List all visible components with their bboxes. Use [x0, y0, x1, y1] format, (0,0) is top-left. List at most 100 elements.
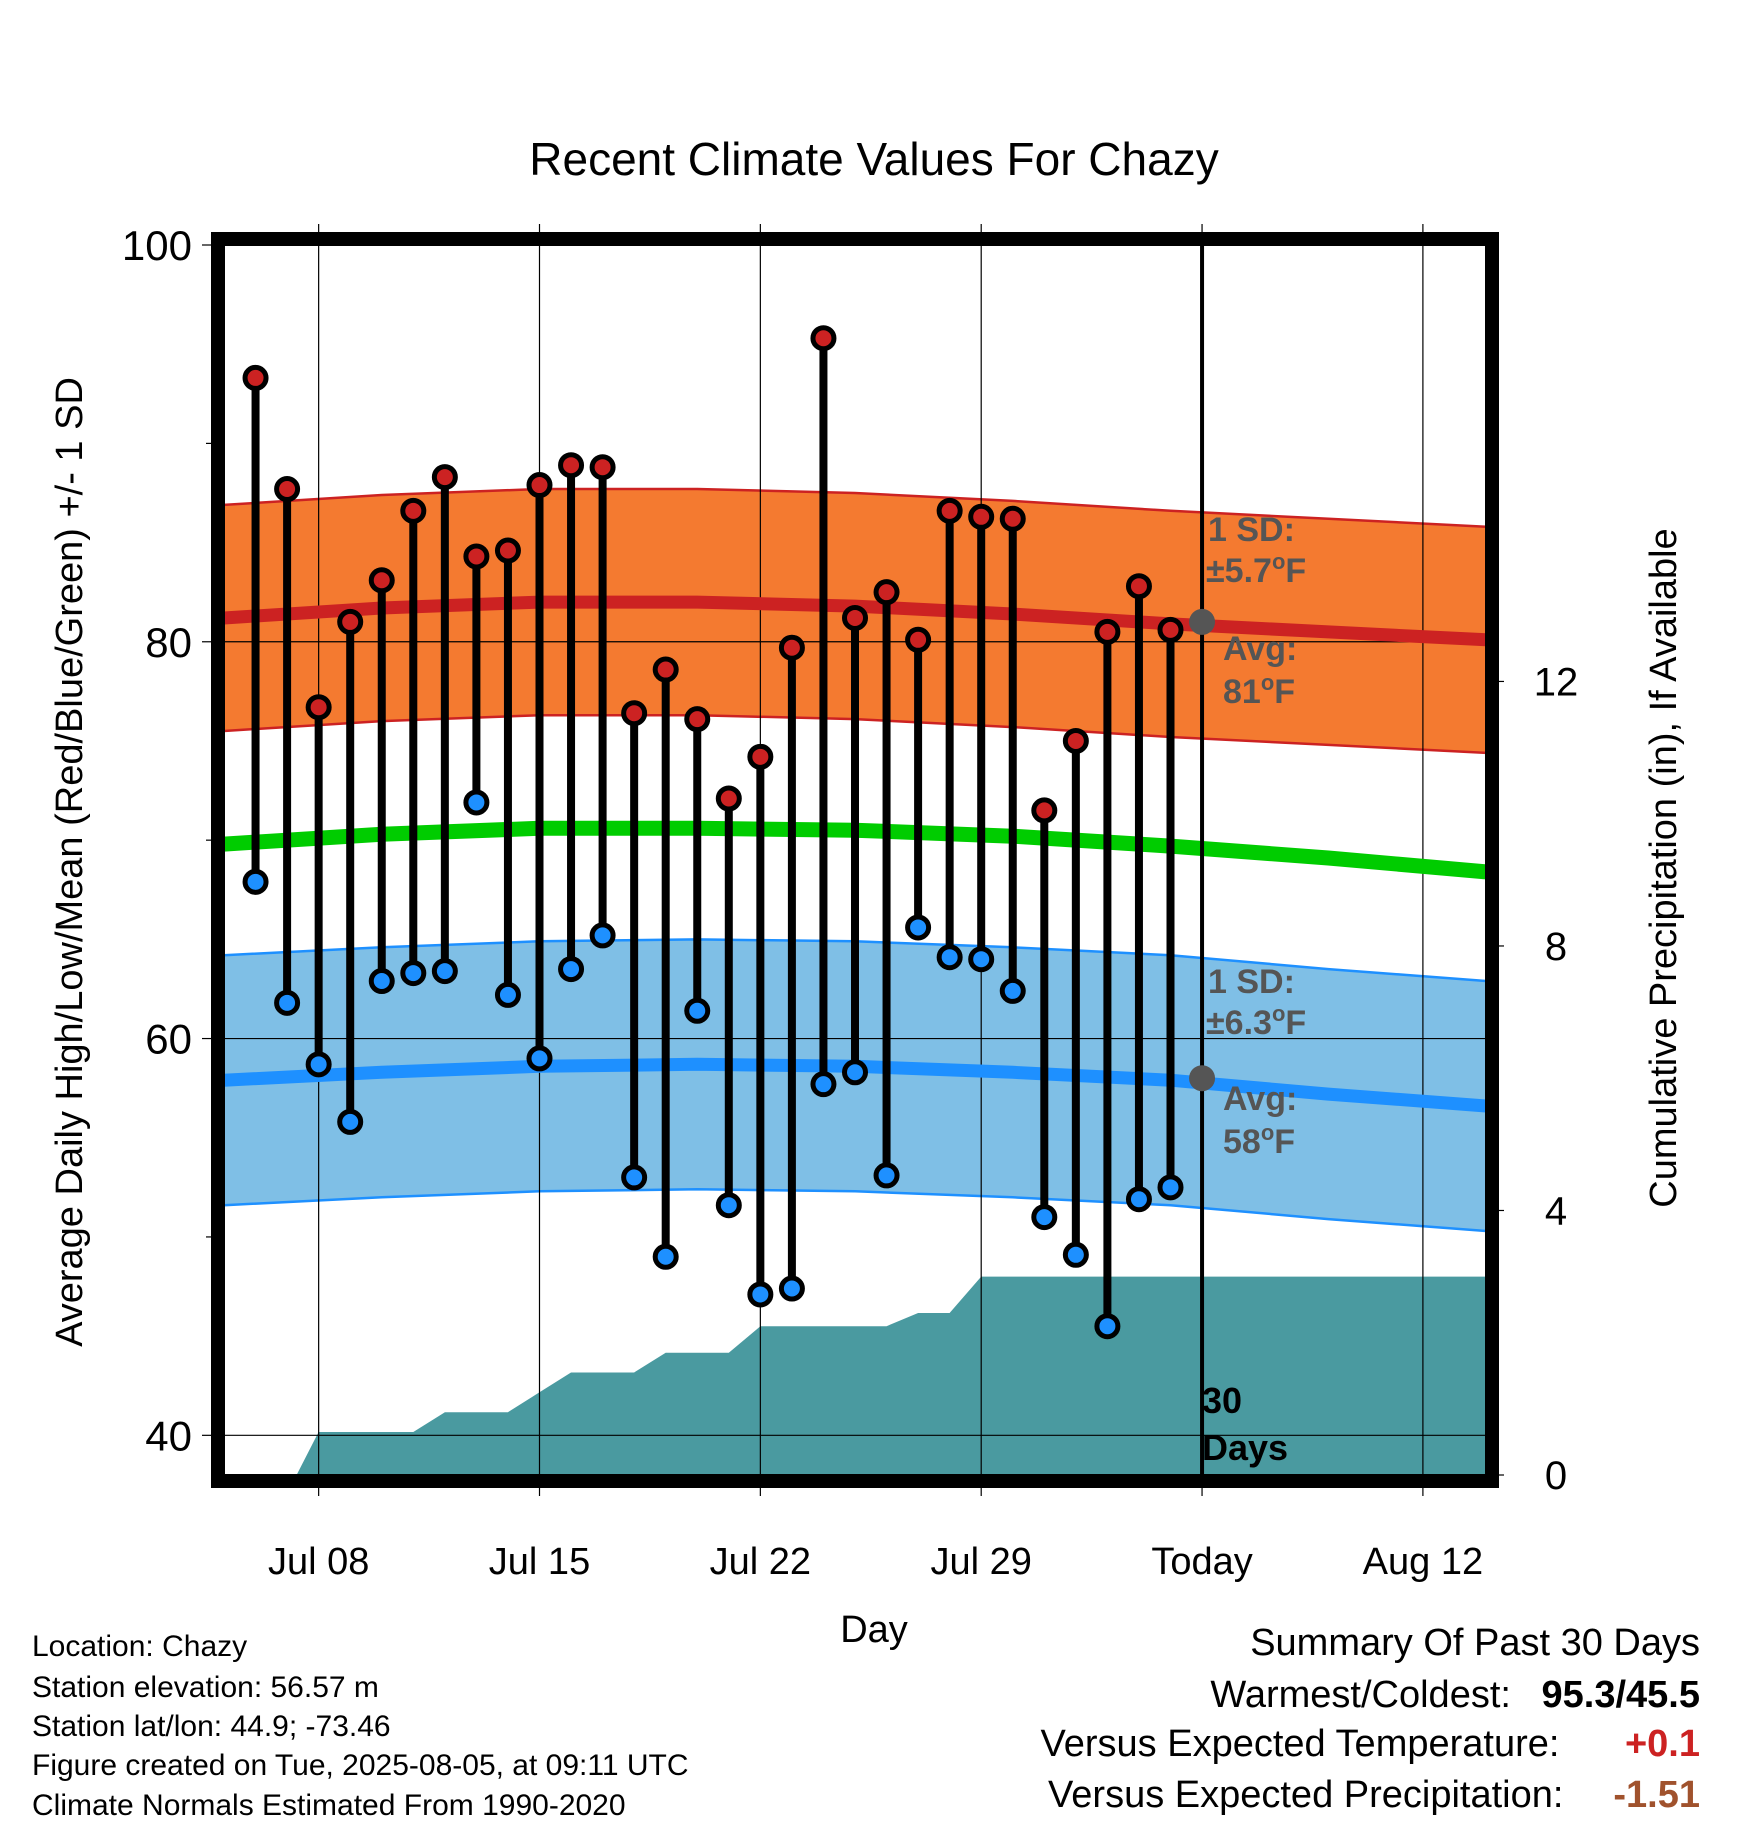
y2-tick-label: 8 — [1545, 925, 1567, 969]
x-tick-label: Jul 29 — [930, 1541, 1031, 1583]
low-temp-point — [526, 1045, 553, 1072]
low-temp-point — [999, 977, 1026, 1004]
low-temp-point — [715, 1192, 742, 1219]
low-temp-point — [905, 914, 932, 941]
low-temp-point — [337, 1108, 364, 1135]
temp-label: Versus Expected Temperature: — [1040, 1723, 1560, 1765]
high-temp-point — [652, 656, 679, 683]
today-high-normal-marker — [1189, 608, 1216, 635]
warm-cold-row: Warmest/Coldest: 95.3/45.5 — [1210, 1674, 1700, 1717]
latlon-text: Station lat/lon: 44.9; -73.46 — [32, 1710, 391, 1743]
high-temp-point — [715, 785, 742, 812]
high-temp-point — [1031, 797, 1058, 824]
low-temp-point — [936, 944, 963, 971]
summary-title: Summary Of Past 30 Days — [1250, 1622, 1700, 1664]
precip-area — [271, 1276, 1486, 1475]
high-temp-point — [968, 503, 995, 530]
high-temp-point — [1125, 573, 1152, 600]
y2-tick-label: 0 — [1545, 1454, 1567, 1498]
low-temp-point — [1157, 1174, 1184, 1201]
y2-axis-label: Cumulative Precipitation (in), If Availa… — [1643, 528, 1685, 1207]
precip-value: -1.51 — [1613, 1774, 1700, 1816]
x-tick-label: Jul 15 — [489, 1541, 590, 1583]
low-temp-point — [1094, 1313, 1121, 1340]
chart-title: Recent Climate Values For Chazy — [529, 133, 1218, 185]
low-temp-point — [494, 981, 521, 1008]
warm-cold-label: Warmest/Coldest: — [1210, 1674, 1511, 1716]
high-avg-value: 81oF — [1223, 670, 1295, 711]
low-sd-value: ±6.3oF — [1206, 1001, 1306, 1042]
low-temp-point — [242, 868, 269, 895]
low-temp-point — [747, 1281, 774, 1308]
y-tick-label: 100 — [122, 222, 192, 269]
plot-frame — [211, 232, 1499, 1488]
high-temp-point — [526, 472, 553, 499]
high-temp-point — [494, 537, 521, 564]
high-temp-point — [242, 364, 269, 391]
x-tick-label: Today — [1151, 1541, 1252, 1583]
x-tick-label: Jul 08 — [268, 1541, 369, 1583]
high-temp-point — [621, 700, 648, 727]
high-sd-value: ±5.7oF — [1206, 549, 1306, 590]
high-temp-point — [1062, 727, 1089, 754]
low-temp-point — [778, 1275, 805, 1302]
high-temp-point — [905, 626, 932, 653]
low-temp-point — [968, 946, 995, 973]
high-avg-label: Avg: — [1223, 630, 1297, 668]
low-temp-point — [1031, 1204, 1058, 1231]
high-temp-point — [463, 543, 490, 570]
low-temp-point — [305, 1051, 332, 1078]
high-temp-point — [589, 454, 616, 481]
y2-tick-label: 4 — [1545, 1189, 1567, 1233]
period-label-days: Days — [1202, 1427, 1288, 1468]
high-temp-point — [431, 464, 458, 491]
low-temp-point — [873, 1162, 900, 1189]
period-label-number: 30 — [1202, 1380, 1242, 1421]
low-temp-point — [1062, 1241, 1089, 1268]
low-temp-point — [400, 960, 427, 987]
low-band-lower-edge — [223, 1188, 1487, 1233]
low-temp-point — [274, 989, 301, 1016]
temp-value: +0.1 — [1624, 1723, 1700, 1765]
high-temp-point — [684, 706, 711, 733]
warm-cold-value: 95.3/45.5 — [1541, 1674, 1700, 1716]
y-axis-label: Average Daily High/Low/Mean (Red/Blue/Gr… — [49, 377, 91, 1347]
low-avg-value: 58oF — [1223, 1120, 1295, 1161]
x-axis-label: Day — [840, 1609, 908, 1651]
low-temp-point — [558, 956, 585, 983]
high-temp-point — [936, 497, 963, 524]
high-temp-point — [810, 325, 837, 352]
high-temp-point — [368, 567, 395, 594]
plot-area: 40 60 80 100 0 4 8 12 Jul 08 Jul 15 Jul 22 Jul 29 To… — [122, 222, 1578, 1583]
precip-label: Versus Expected Precipitation: — [1048, 1774, 1564, 1816]
low-avg-label: Avg: — [1223, 1080, 1297, 1118]
x-tick-label: Aug 12 — [1363, 1541, 1483, 1583]
high-temp-point — [274, 476, 301, 503]
temp-row: Versus Expected Temperature: +0.1 — [1041, 1723, 1700, 1766]
elevation-text: Station elevation: 56.57 m — [32, 1671, 379, 1704]
low-temp-point — [842, 1059, 868, 1086]
normals-text: Climate Normals Estimated From 1990-2020 — [32, 1789, 626, 1822]
y-tick-label: 40 — [145, 1412, 192, 1459]
high-temp-point — [747, 743, 774, 770]
low-temp-point — [463, 789, 490, 816]
high-temp-point — [305, 694, 332, 721]
low-temp-point — [652, 1243, 679, 1270]
low-temp-point — [431, 958, 458, 985]
high-temp-point — [778, 634, 805, 661]
high-temp-point — [1157, 616, 1184, 643]
low-temp-point — [589, 922, 616, 949]
y-tick-label: 60 — [145, 1016, 192, 1063]
low-temp-point — [368, 968, 395, 995]
high-temp-point — [558, 452, 585, 479]
low-temp-point — [810, 1071, 837, 1098]
high-temp-point — [873, 579, 900, 606]
high-temp-point — [842, 604, 868, 631]
high-temp-point — [999, 505, 1026, 532]
low-temp-point — [621, 1164, 648, 1191]
y2-tick-label: 12 — [1534, 660, 1579, 704]
low-temp-point — [684, 997, 711, 1024]
high-band-upper-edge — [223, 487, 1487, 528]
location-text: Location: Chazy — [32, 1630, 248, 1663]
